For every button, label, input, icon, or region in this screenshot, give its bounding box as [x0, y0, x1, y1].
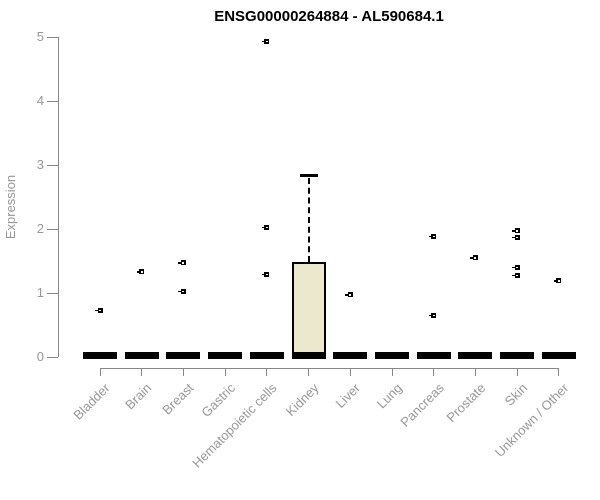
- x-axis-line: [100, 368, 559, 369]
- x-tick-label: Prostate: [443, 380, 489, 426]
- box-median-bar: [416, 352, 451, 359]
- box-median-bar: [291, 352, 326, 359]
- x-tick: [182, 368, 184, 376]
- box: [291, 261, 326, 357]
- x-tick: [308, 368, 310, 376]
- outlier-point: [428, 233, 437, 239]
- y-tick: [47, 228, 58, 230]
- y-tick-label: 3: [36, 157, 44, 172]
- box-median-bar: [124, 352, 159, 359]
- box-median-bar: [500, 352, 535, 359]
- x-tick-label: Skin: [501, 380, 531, 409]
- outlier-point: [553, 278, 562, 284]
- y-tick-label: 0: [36, 349, 44, 364]
- x-tick-label: Gastric: [198, 380, 239, 421]
- whisker: [307, 178, 310, 262]
- y-tick: [47, 100, 58, 102]
- y-tick: [47, 292, 58, 294]
- outlier-point: [136, 269, 145, 275]
- y-tick: [47, 36, 58, 38]
- outlier-point: [178, 288, 186, 294]
- outlier-point: [512, 264, 520, 270]
- chart-title: ENSG00000264884 - AL590684.1: [214, 8, 444, 25]
- x-tick-label: Unknown / Other: [492, 380, 572, 460]
- x-tick-label: Brain: [122, 380, 155, 413]
- whisker-cap: [299, 174, 318, 177]
- box-median-bar: [541, 352, 576, 359]
- y-tick-label: 5: [36, 29, 44, 44]
- y-axis-line: [58, 37, 59, 357]
- x-tick: [224, 368, 226, 376]
- x-tick: [266, 368, 268, 376]
- outlier-point: [470, 255, 478, 261]
- x-tick: [141, 368, 143, 376]
- x-tick: [391, 368, 393, 376]
- box-median-bar: [333, 352, 368, 359]
- x-tick-label: Kidney: [282, 380, 322, 420]
- outlier-point: [95, 307, 103, 313]
- y-tick: [47, 164, 58, 166]
- outlier-point: [512, 228, 520, 234]
- box-median-bar: [375, 352, 410, 359]
- x-tick-label: Breast: [159, 380, 197, 418]
- x-tick-label: Bladder: [70, 380, 113, 423]
- x-tick: [516, 368, 518, 376]
- box-median-bar: [208, 352, 243, 359]
- outlier-point: [261, 224, 270, 230]
- x-tick-label: Liver: [332, 380, 364, 411]
- y-tick-label: 1: [36, 285, 44, 300]
- outlier-point: [512, 234, 520, 240]
- x-tick-label: Pancreas: [397, 380, 447, 430]
- box-median-bar: [249, 352, 284, 359]
- outlier-point: [512, 272, 520, 278]
- outlier-point: [261, 271, 270, 277]
- x-tick: [474, 368, 476, 376]
- outlier-point: [428, 312, 437, 318]
- y-tick: [47, 356, 58, 358]
- box-median-bar: [83, 352, 117, 359]
- outlier-point: [261, 38, 270, 44]
- y-tick-label: 2: [36, 221, 44, 236]
- x-tick: [349, 368, 351, 376]
- outlier-point: [345, 292, 353, 298]
- box-median-bar: [458, 352, 493, 359]
- outlier-point: [178, 260, 186, 266]
- x-tick: [558, 368, 560, 376]
- y-tick-label: 4: [36, 93, 44, 108]
- box-median-bar: [166, 352, 201, 359]
- x-tick-label: Lung: [373, 380, 405, 412]
- x-tick: [99, 368, 101, 376]
- x-tick: [433, 368, 435, 376]
